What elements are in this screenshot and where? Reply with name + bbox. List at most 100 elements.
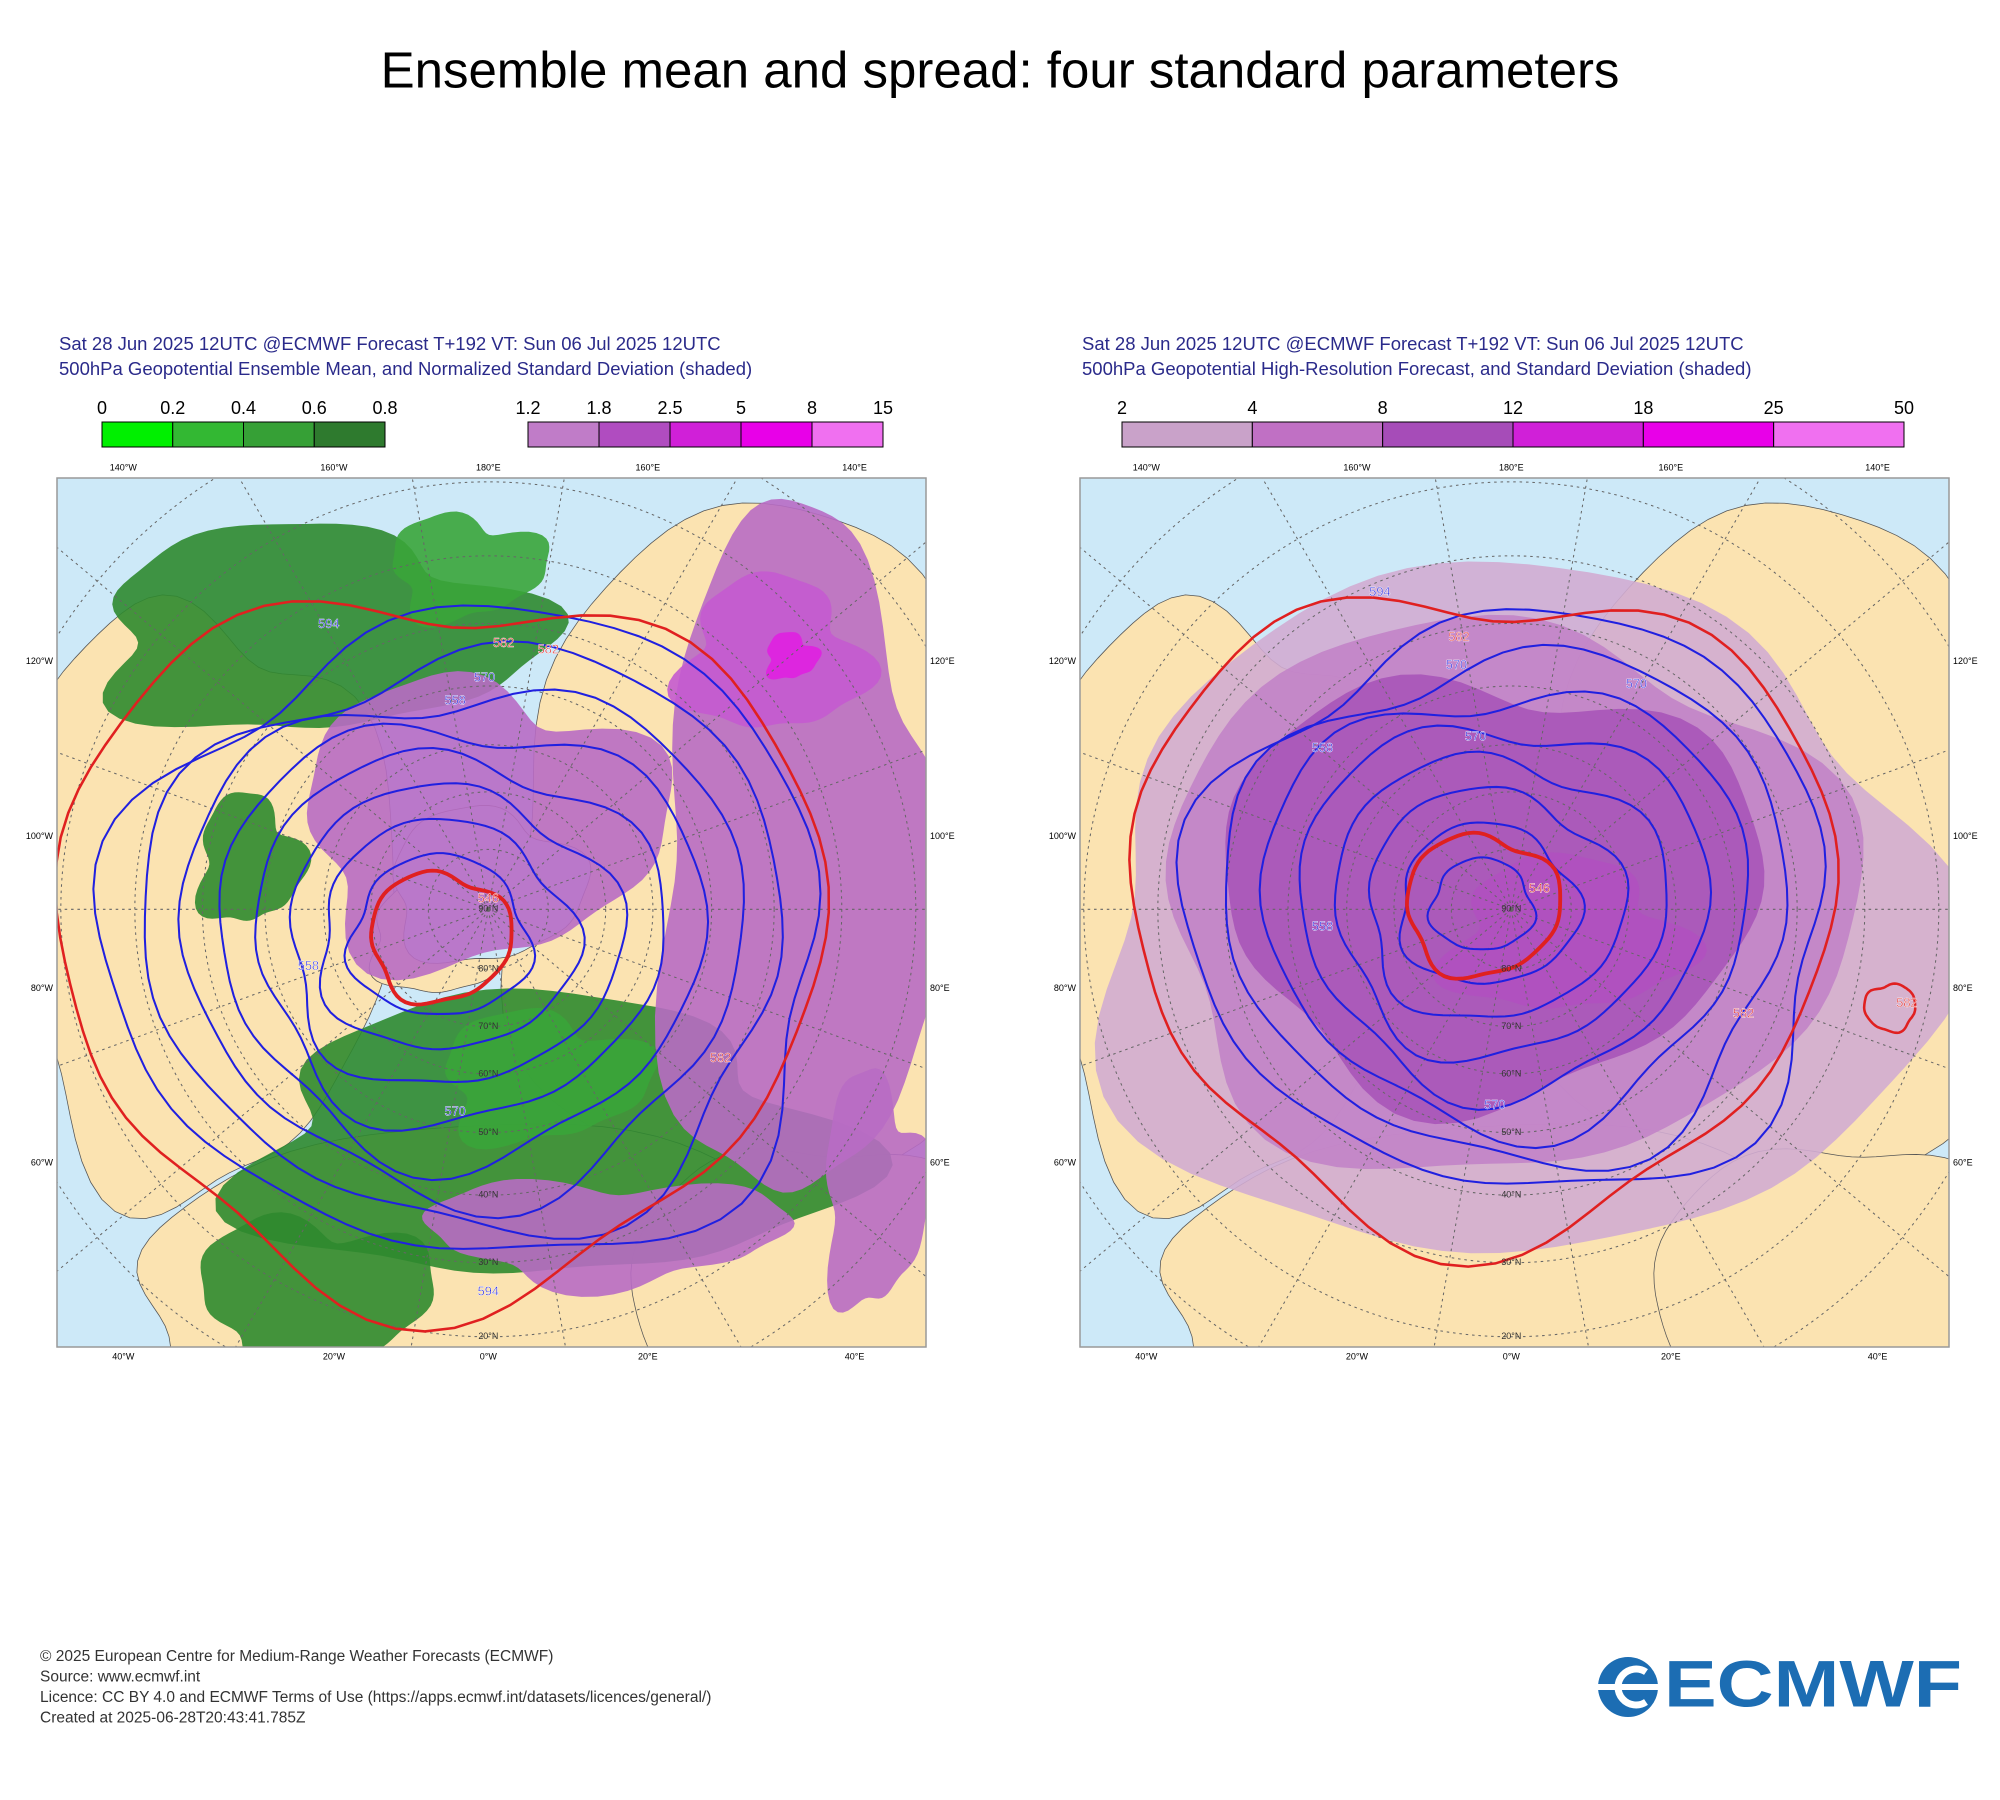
colorbar-box [740, 421, 813, 448]
colorbar-box [1512, 421, 1644, 448]
contour-label: 582 [710, 1050, 731, 1065]
longitude-label: 160°E [1659, 462, 1684, 472]
contour-label: 582 [538, 642, 559, 657]
longitude-label: 0°W [1503, 1351, 1521, 1361]
colorbar-box [1642, 421, 1775, 448]
colorbar-box [669, 421, 742, 448]
colorbar-tick-label: 0 [97, 398, 107, 418]
footer-line: © 2025 European Centre for Medium-Range … [40, 1648, 553, 1665]
shading [765, 632, 822, 680]
shading [200, 1212, 434, 1347]
colorbar-tick-label: 8 [1378, 398, 1388, 418]
colorbar-tick-label: 4 [1247, 398, 1257, 418]
colorbar-tick-label: 18 [1633, 398, 1653, 418]
meridian [57, 751, 489, 910]
colorbar-box [811, 421, 884, 448]
ecmwf-logo: ECMWF [1598, 1646, 1962, 1720]
latitude-label: 70°N [478, 1021, 498, 1031]
colorbar-tick-label: 0.8 [372, 398, 397, 418]
contour-label: 570 [444, 1104, 465, 1119]
meridian [487, 478, 738, 910]
latitude-label: 50°N [1501, 1127, 1521, 1137]
colorbar-tick-label: 5 [736, 398, 746, 418]
logo-text: ECMWF [1664, 1646, 1962, 1720]
longitude-label: 20°W [1346, 1351, 1369, 1361]
footer-line: Licence: CC BY 4.0 and ECMWF Terms of Us… [40, 1689, 711, 1706]
contour-blue [343, 852, 537, 1015]
contour-label: 558 [1312, 919, 1333, 934]
latitude-label: 60°N [478, 1068, 498, 1078]
contour-label: 570 [474, 670, 495, 685]
contour-label: 546 [1529, 880, 1550, 895]
colorbar-box [1251, 421, 1384, 448]
contour-red [1405, 830, 1563, 981]
panel-header: 500hPa Geopotential Ensemble Mean, and N… [59, 358, 752, 379]
latitude-circle [201, 622, 775, 1196]
longitude-label: 80°W [31, 983, 54, 993]
colorbar-box [598, 421, 671, 448]
contour-label: 558 [444, 693, 465, 708]
longitude-label: 180°E [1499, 462, 1524, 472]
colorbar-tick-label: 15 [873, 398, 893, 418]
longitude-label: 180°E [476, 462, 501, 472]
contour-blue [177, 688, 745, 1220]
latitude-label: 90°N [478, 904, 498, 914]
contour-blue [1333, 750, 1668, 1064]
latitude-label: 80°N [1501, 964, 1521, 974]
shading [194, 792, 312, 921]
meridian [238, 478, 489, 910]
colorbar-tick-label: 1.2 [515, 398, 540, 418]
colorbar-tick-label: 25 [1764, 398, 1784, 418]
longitude-label: 140°E [1865, 462, 1890, 472]
colorbar-box [1382, 421, 1514, 448]
colorbar-tick-label: 2.5 [657, 398, 682, 418]
colorbar-box [243, 421, 315, 448]
colorbar-tick-label: 50 [1894, 398, 1914, 418]
longitude-label: 40°E [845, 1351, 865, 1361]
contour-label: 594 [478, 1284, 499, 1299]
latitude-label: 60°N [1501, 1068, 1521, 1078]
latitude-label: 90°N [1501, 904, 1521, 914]
longitude-label: 160°E [636, 462, 661, 472]
contour-blue [318, 817, 586, 1051]
contour-blue [1224, 643, 1789, 1172]
map-frame [1079, 477, 1950, 1348]
latitude-label: 40°N [478, 1190, 498, 1200]
longitude-label: 80°E [1953, 983, 1973, 993]
latitude-label: 50°N [478, 1127, 498, 1137]
contour-red [369, 868, 514, 1007]
longitude-label: 40°W [112, 1351, 135, 1361]
contour-blue [254, 746, 665, 1132]
meridian [1510, 909, 1590, 1347]
latitude-label: 20°N [1501, 1331, 1521, 1341]
latitude-circle [323, 744, 654, 1075]
contour-label: 546 [478, 890, 499, 905]
longitude-label: 100°W [26, 831, 54, 841]
longitude-label: 160°W [1343, 462, 1371, 472]
longitude-label: 40°W [1135, 1351, 1158, 1361]
colorbar-box [172, 421, 244, 448]
longitude-label: 140°W [110, 462, 138, 472]
colorbar-box [101, 421, 174, 448]
colorbar-box [1773, 421, 1905, 448]
shading [445, 1007, 660, 1150]
contour-red [1128, 596, 1840, 1268]
meridian [1080, 908, 1512, 1067]
latitude-circle [1346, 744, 1677, 1075]
longitude-label: 20°E [1661, 1351, 1681, 1361]
contour-label: 558 [1312, 740, 1333, 755]
meridian [57, 546, 489, 910]
longitude-label: 160°W [320, 462, 348, 472]
colorbar-tick-label: 8 [807, 398, 817, 418]
contour-label: 582 [1733, 1005, 1754, 1020]
longitude-label: 120°W [26, 656, 54, 666]
contour-blue [1367, 785, 1630, 1018]
contour-label: 570 [1446, 657, 1467, 672]
contour-blue [1426, 856, 1538, 951]
latitude-label: 40°N [1501, 1190, 1521, 1200]
contour-red [1862, 982, 1917, 1035]
contour-label: 594 [1369, 584, 1390, 599]
colorbar-tick-label: 1.8 [586, 398, 611, 418]
